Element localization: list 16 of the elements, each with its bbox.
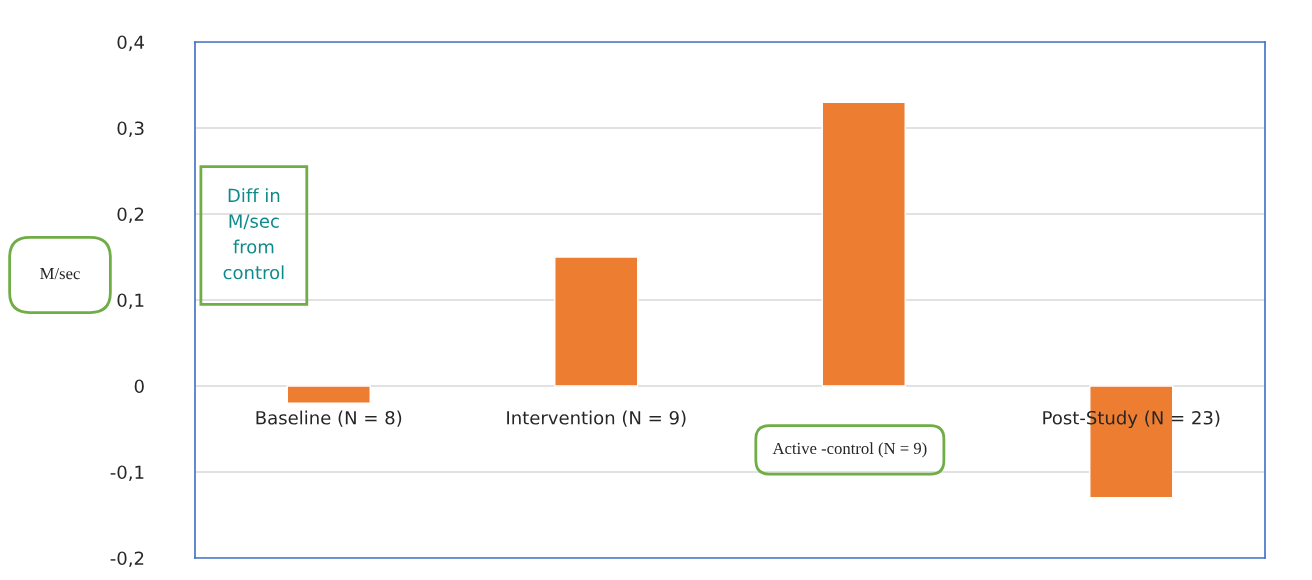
annotation: Diff in M/sec from control <box>223 188 284 280</box>
y-tick-label: 0,1 <box>117 293 144 309</box>
y-tick-label: -0,2 <box>110 551 144 567</box>
x-tick-label: Intervention (N = 9) <box>507 410 686 427</box>
bar <box>821 101 906 387</box>
y-tick-label: 0,4 <box>117 35 144 51</box>
y-tick-label: 0,2 <box>117 207 144 223</box>
x-tick-label: Active -control (N = 9) <box>772 442 927 458</box>
y-tick-label: 0 <box>134 379 144 394</box>
x-tick-label: Post-Study (N = 23) <box>1043 410 1220 429</box>
bar <box>286 385 371 404</box>
bar <box>554 256 639 387</box>
y-tick-label: 0,3 <box>117 121 144 137</box>
y-tick-label: -0,1 <box>110 465 144 481</box>
y-axis-title: M/sec <box>40 268 80 280</box>
x-tick-label: Baseline (N = 8) <box>256 410 402 427</box>
